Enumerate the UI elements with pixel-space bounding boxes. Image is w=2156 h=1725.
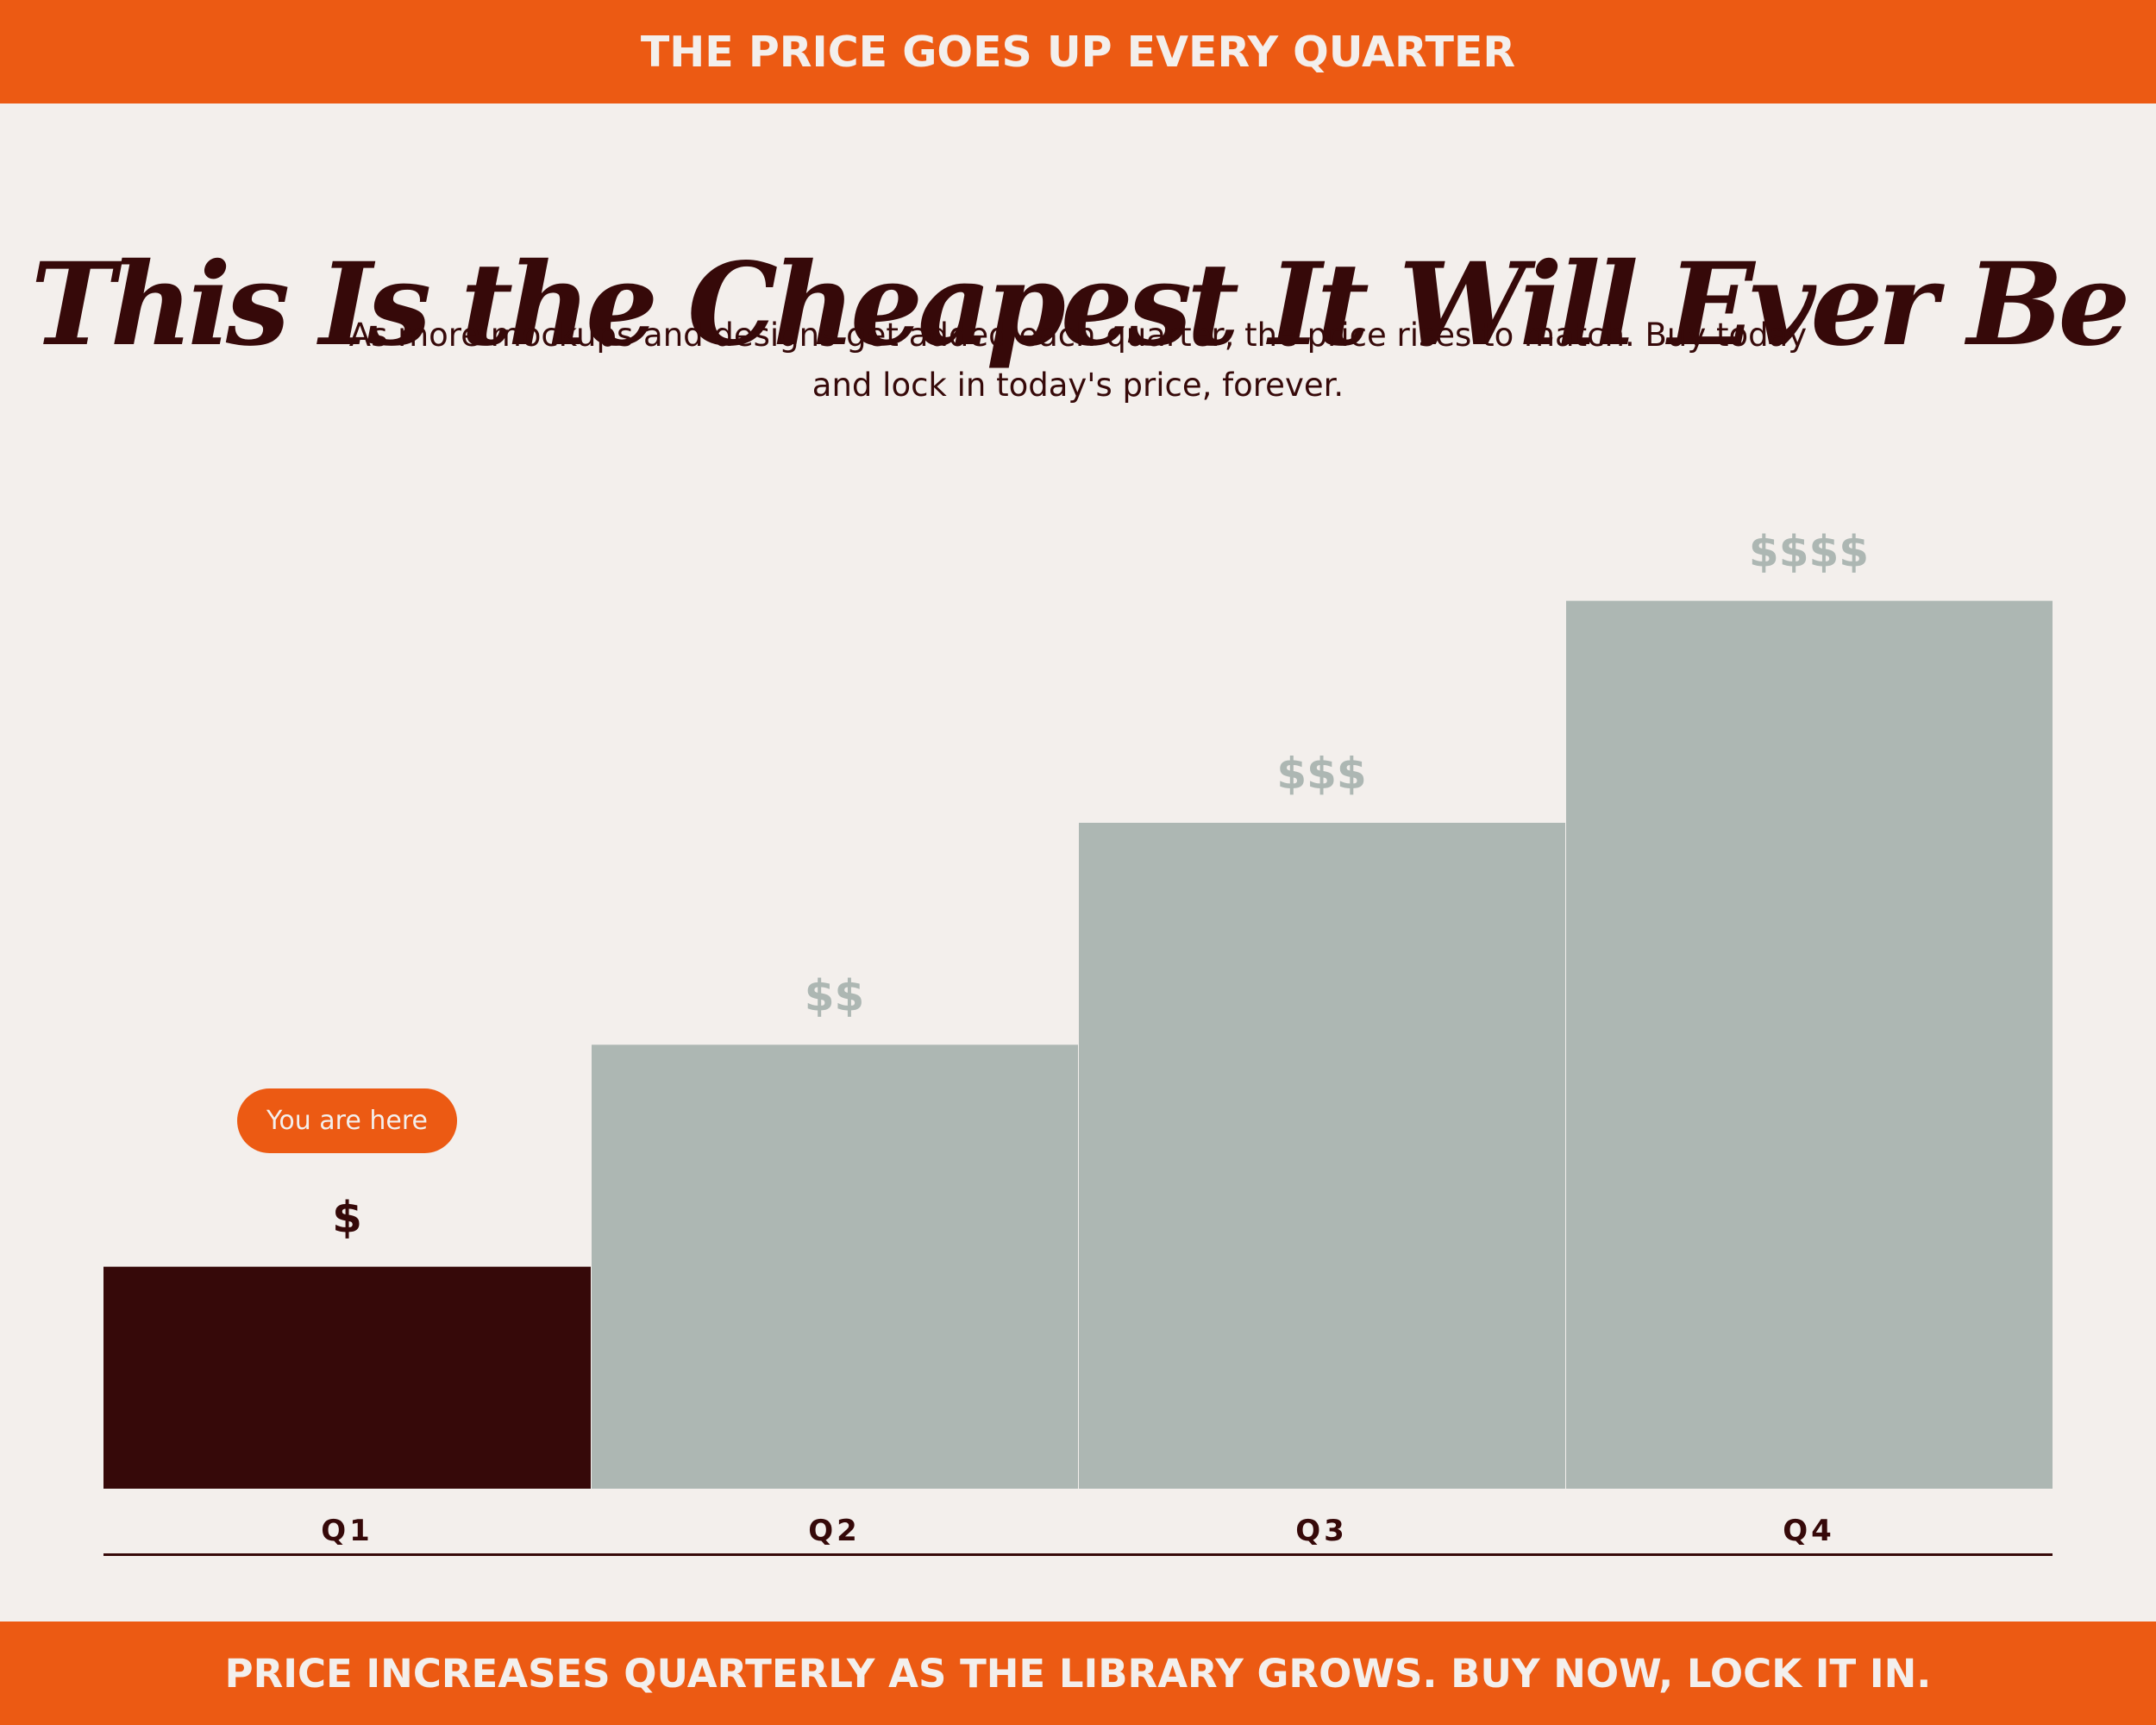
- bar-q1: [103, 1266, 591, 1489]
- data-label-q3: $$$: [1276, 749, 1366, 799]
- x-tick-label-q2: Q2: [808, 1514, 861, 1548]
- page-title: This Is the Cheapest It Will Ever Be: [30, 238, 2131, 373]
- data-label-q1: $: [332, 1193, 362, 1243]
- data-label-q2: $$: [805, 970, 865, 1020]
- bar-q4: [1566, 600, 2053, 1489]
- data-label-q4: $$$$: [1749, 527, 1869, 577]
- top-banner: THE PRICE GOES UP EVERY QUARTER: [0, 0, 2156, 104]
- bar-q3: [1079, 822, 1565, 1489]
- you-are-here-badge: You are here: [237, 1088, 457, 1153]
- divider-line: [103, 1553, 2053, 1556]
- subtitle: As more mockups and designs get added ea…: [348, 317, 1808, 404]
- x-tick-label-q3: Q3: [1295, 1514, 1348, 1548]
- x-tick-label-q1: Q1: [321, 1514, 373, 1548]
- x-tick-label-q4: Q4: [1783, 1514, 1835, 1548]
- bottom-banner: PRICE INCREASES QUARTERLY AS THE LIBRARY…: [0, 1622, 2156, 1725]
- bar-q2: [592, 1044, 1078, 1489]
